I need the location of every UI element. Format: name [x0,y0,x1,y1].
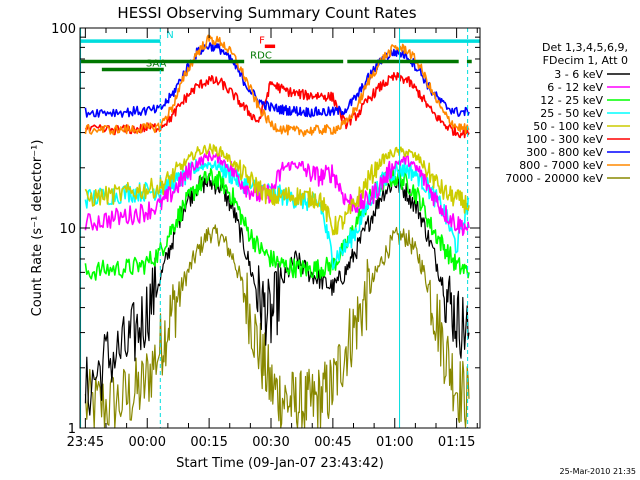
y-tick-label: 10 [59,222,76,237]
x-tick-label: 01:15 [438,435,475,450]
x-tick-label: 00:00 [129,435,166,450]
x-axis: 23:45 00:00 00:15 00:30 00:45 01:00 01:15 [67,28,478,450]
x-tick-label: 00:30 [252,435,289,450]
series-line-800-7000-kev [84,34,470,137]
x-axis-title: Start Time (09-Jan-07 23:43:42) [176,456,384,471]
y-axis: 1 10 100 [51,22,480,437]
legend-entry-25-50-kev: 25 - 50 keV [540,107,603,120]
flag-label-f: F [259,35,265,46]
y-tick-label: 1 [68,422,76,437]
flag-layer: N F RDC SAA [80,30,480,72]
chart-title: HESSI Observing Summary Count Rates [117,4,416,22]
flag-label-saa: SAA [146,59,167,70]
legend-entry-6-12-kev: 6 - 12 keV [547,81,603,94]
series-line-12-25-kev [84,167,470,281]
legend-header-line: Det 1,3,4,5,6,9, [542,41,628,54]
x-tick-label: 23:45 [67,435,104,450]
generation-timestamp: 25-Mar-2010 21:35 [560,467,637,476]
legend-header-line: FDecim 1, Att 0 [543,54,628,67]
legend: Det 1,3,4,5,6,9,FDecim 1, Att 03 - 6 keV… [505,41,630,185]
legend-entry-12-25-kev: 12 - 25 keV [540,94,603,107]
series-line-100-300-kev [84,72,470,139]
series-line-7000-20000-kev [84,224,470,429]
x-tick-label: 01:00 [376,435,413,450]
legend-entry-300-800-kev: 300 - 800 keV [526,146,603,159]
legend-entry-50-100-kev: 50 - 100 keV [533,120,603,133]
legend-entry-800-7000-kev: 800 - 7000 keV [519,159,603,172]
x-tick-label: 00:15 [190,435,227,450]
flag-label-n: N [166,30,173,41]
flag-label-rdc: RDC [250,50,272,61]
y-tick-label: 100 [51,22,76,37]
marker-layer [80,28,469,428]
y-axis-title: Count Rate (s⁻¹ detector⁻¹) [30,140,45,317]
series-layer [84,34,470,429]
x-tick-label: 00:45 [314,435,351,450]
legend-entry-100-300-kev: 100 - 300 keV [526,133,603,146]
legend-entry-7000-20000-kev: 7000 - 20000 keV [505,172,603,185]
legend-entry-3-6-kev: 3 - 6 keV [554,68,603,81]
series-line-50-100-kev [84,143,470,236]
